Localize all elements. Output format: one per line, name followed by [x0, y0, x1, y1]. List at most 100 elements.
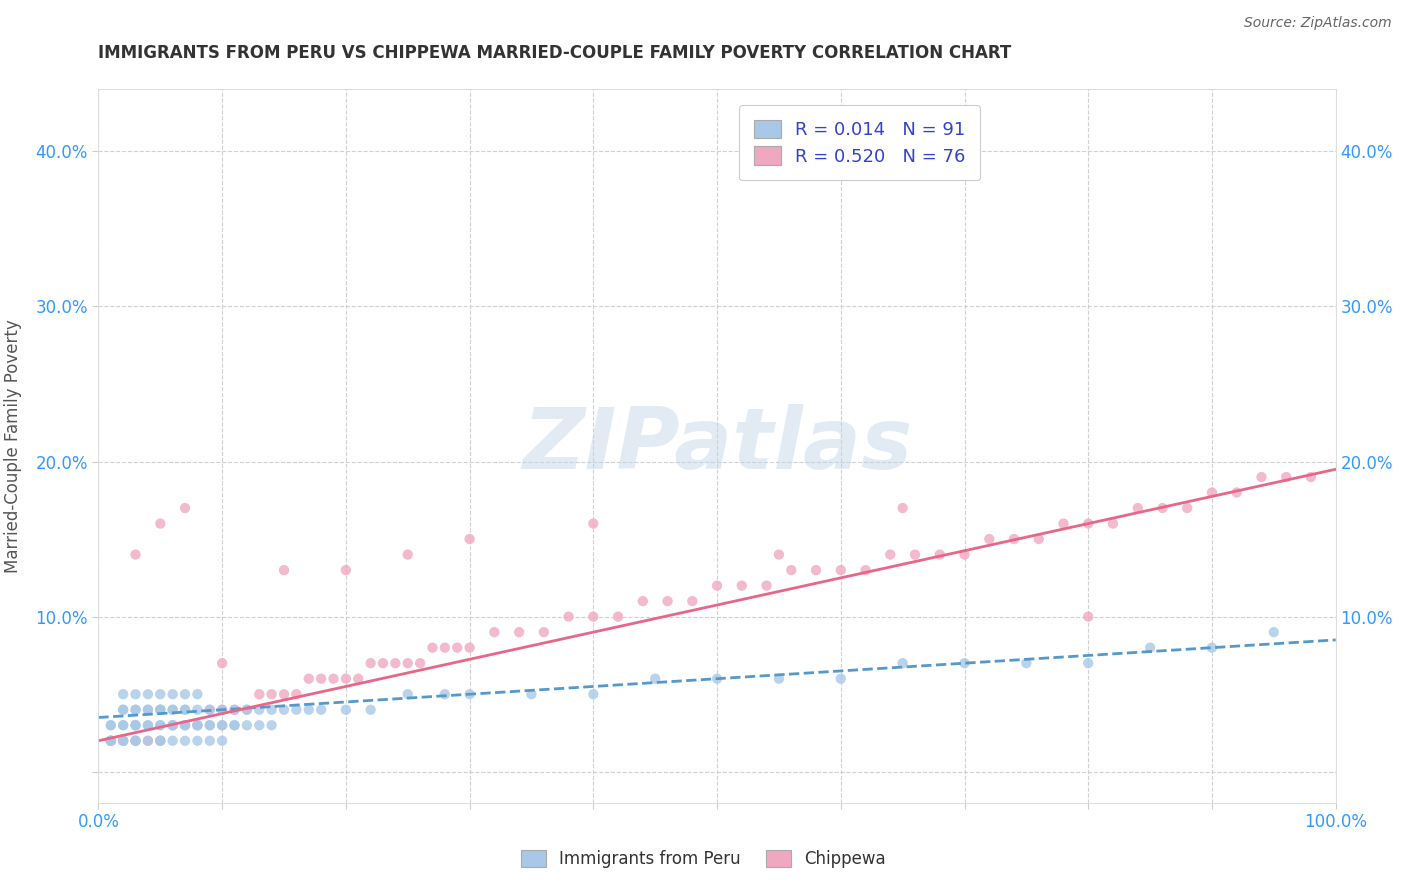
Point — [149, 703, 172, 717]
Point — [174, 733, 197, 747]
Point — [1015, 656, 1038, 670]
Point — [162, 733, 184, 747]
Point — [149, 703, 172, 717]
Point — [236, 718, 259, 732]
Text: ZIPatlas: ZIPatlas — [522, 404, 912, 488]
Point — [174, 703, 197, 717]
Point — [149, 733, 172, 747]
Point — [631, 594, 654, 608]
Point — [149, 718, 172, 732]
Point — [211, 703, 233, 717]
Point — [458, 687, 481, 701]
Point — [186, 718, 208, 732]
Point — [1126, 501, 1149, 516]
Point — [657, 594, 679, 608]
Point — [1275, 470, 1298, 484]
Point — [855, 563, 877, 577]
Point — [224, 718, 246, 732]
Point — [582, 516, 605, 531]
Point — [260, 703, 283, 717]
Point — [236, 703, 259, 717]
Point — [979, 532, 1001, 546]
Point — [211, 656, 233, 670]
Point — [124, 733, 146, 747]
Point — [891, 656, 914, 670]
Point — [149, 703, 172, 717]
Point — [136, 718, 159, 732]
Point — [309, 703, 332, 717]
Point — [607, 609, 630, 624]
Point — [298, 703, 321, 717]
Point — [100, 733, 122, 747]
Point — [830, 563, 852, 577]
Point — [780, 563, 803, 577]
Point — [347, 672, 370, 686]
Point — [211, 718, 233, 732]
Point — [211, 718, 233, 732]
Point — [731, 579, 754, 593]
Point — [186, 687, 208, 701]
Point — [236, 703, 259, 717]
Point — [260, 718, 283, 732]
Point — [100, 733, 122, 747]
Point — [162, 718, 184, 732]
Y-axis label: Married-Couple Family Poverty: Married-Couple Family Poverty — [4, 319, 21, 573]
Point — [260, 687, 283, 701]
Point — [149, 516, 172, 531]
Point — [335, 672, 357, 686]
Point — [1201, 485, 1223, 500]
Point — [124, 718, 146, 732]
Point — [124, 733, 146, 747]
Point — [1077, 656, 1099, 670]
Legend: R = 0.014   N = 91, R = 0.520   N = 76: R = 0.014 N = 91, R = 0.520 N = 76 — [740, 105, 980, 180]
Point — [273, 703, 295, 717]
Point — [706, 579, 728, 593]
Point — [706, 672, 728, 686]
Point — [681, 594, 703, 608]
Point — [198, 703, 221, 717]
Point — [198, 733, 221, 747]
Point — [112, 733, 135, 747]
Point — [1201, 640, 1223, 655]
Point — [285, 703, 308, 717]
Point — [1077, 516, 1099, 531]
Point — [112, 703, 135, 717]
Point — [112, 718, 135, 732]
Point — [174, 687, 197, 701]
Point — [396, 687, 419, 701]
Point — [136, 703, 159, 717]
Point — [508, 625, 530, 640]
Point — [804, 563, 827, 577]
Point — [100, 718, 122, 732]
Point — [174, 718, 197, 732]
Point — [520, 687, 543, 701]
Point — [335, 563, 357, 577]
Point — [582, 687, 605, 701]
Point — [211, 733, 233, 747]
Point — [100, 718, 122, 732]
Point — [186, 718, 208, 732]
Point — [136, 687, 159, 701]
Point — [124, 703, 146, 717]
Point — [149, 733, 172, 747]
Point — [174, 718, 197, 732]
Point — [224, 703, 246, 717]
Point — [396, 656, 419, 670]
Point — [124, 548, 146, 562]
Point — [335, 703, 357, 717]
Point — [322, 672, 344, 686]
Point — [136, 733, 159, 747]
Point — [174, 703, 197, 717]
Text: Source: ZipAtlas.com: Source: ZipAtlas.com — [1244, 16, 1392, 29]
Point — [149, 718, 172, 732]
Point — [1052, 516, 1074, 531]
Point — [768, 548, 790, 562]
Point — [162, 718, 184, 732]
Point — [186, 718, 208, 732]
Point — [533, 625, 555, 640]
Point — [198, 718, 221, 732]
Point — [124, 718, 146, 732]
Point — [112, 703, 135, 717]
Point — [904, 548, 927, 562]
Point — [149, 687, 172, 701]
